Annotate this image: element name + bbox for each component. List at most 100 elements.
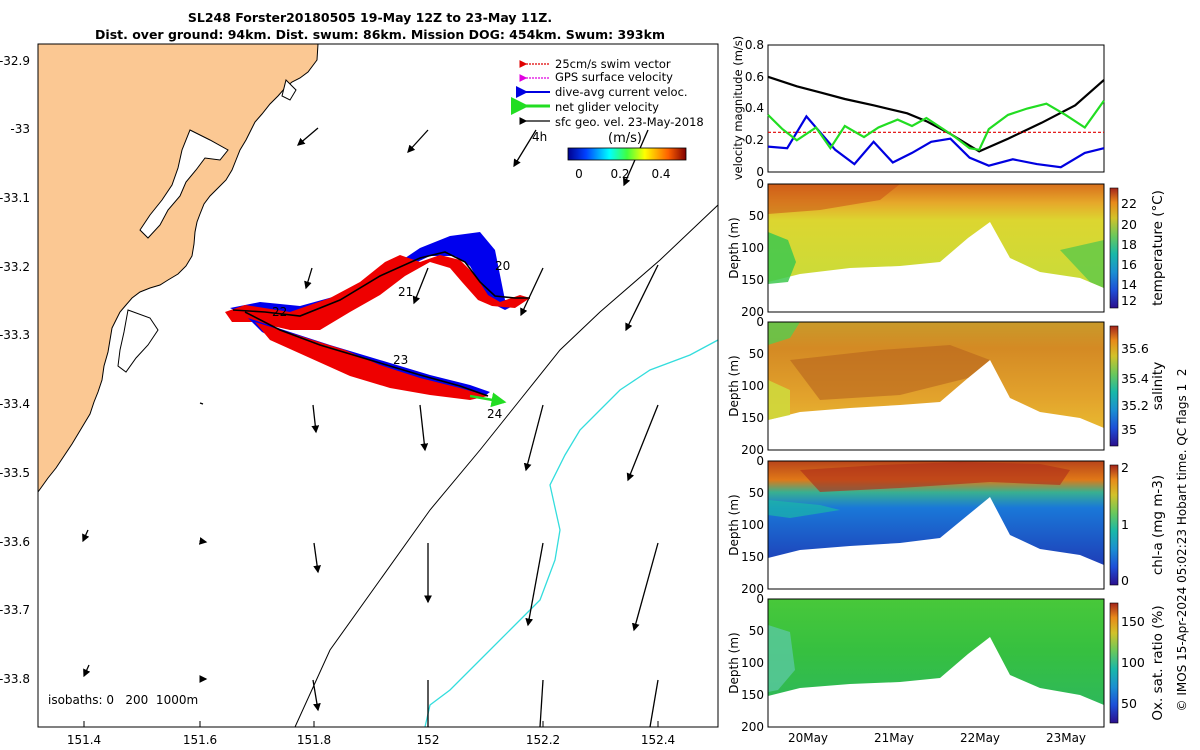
swim-vector-band-south xyxy=(255,322,488,400)
temp-cb-tick: 18 xyxy=(1121,237,1137,252)
time-tick: 20May xyxy=(788,731,828,745)
net-velocity-arrow xyxy=(469,392,507,408)
sal-cb-tick: 35.6 xyxy=(1121,341,1149,356)
chla-colorbar xyxy=(1109,464,1119,586)
chla-cb-title: chl-a (mg m-3) xyxy=(1150,475,1166,575)
velocity-series-line xyxy=(767,114,1105,169)
chla-section xyxy=(768,461,1104,565)
lat-tick-label: -33.6 xyxy=(0,535,30,549)
scale-label-4h: 4h xyxy=(532,130,547,144)
ox-cb-tick: 150 xyxy=(1121,614,1145,629)
lake-2 xyxy=(117,309,159,373)
temp-cb-tick: 20 xyxy=(1121,217,1137,232)
temperature-colorbar xyxy=(1109,187,1119,309)
imos-credit-note: © IMOS 15-Apr-2024 05:02:23 Hobart time.… xyxy=(1175,369,1189,712)
map-legend: 25cm/s swim vector GPS surface velocity … xyxy=(511,57,704,129)
speed-colorbar xyxy=(567,147,687,161)
ox-cb-tick: 50 xyxy=(1121,696,1137,711)
lon-tick-label: 152.4 xyxy=(641,733,675,747)
time-tick: 23May xyxy=(1046,731,1086,745)
oxygen-colorbar xyxy=(1109,602,1119,724)
depth-tick: 200 xyxy=(741,305,764,319)
colorbar-unit: (m/s) xyxy=(608,131,642,146)
lat-tick-label: -33.8 xyxy=(0,672,30,686)
chla-axes-frame xyxy=(767,460,1105,590)
sal-cb-tick: 35.2 xyxy=(1121,398,1149,413)
vel-y-tick: 0.8 xyxy=(745,38,764,52)
sal-cb-tick: 35.4 xyxy=(1121,371,1149,386)
temperature-axes-frame xyxy=(767,183,1105,313)
lat-tick-label: -33.5 xyxy=(0,466,30,480)
isobath-1000m xyxy=(424,339,719,728)
lat-ticks: -32.9 -33 -33.1 -33.2 -33.3 -33.4 -33.5 … xyxy=(0,54,30,686)
chart-title-line2: Dist. over ground: 94km. Dist. swum: 86k… xyxy=(95,27,665,42)
ox-cb-tick: 100 xyxy=(1121,655,1145,670)
depth-tick: 0 xyxy=(756,315,764,329)
depth-tick: 50 xyxy=(749,624,764,638)
lon-ticks: 151.4 151.6 151.8 152 152.2 152.4 xyxy=(67,721,675,747)
depth-tick: 100 xyxy=(741,379,764,393)
day-label-20: 20 xyxy=(495,259,510,273)
temp-cb-tick: 16 xyxy=(1121,257,1137,272)
ox-cb-title: Ox. sat. ratio (%) xyxy=(1150,605,1166,720)
lon-tick-label: 151.6 xyxy=(183,733,217,747)
lon-tick-label: 151.8 xyxy=(297,733,331,747)
depth-tick: 0 xyxy=(756,454,764,468)
time-tick: 21May xyxy=(874,731,914,745)
depth-tick: 0 xyxy=(756,177,764,191)
profile-panels: 0 0.2 0.4 0.6 0.8 velocity magnitude (m/… xyxy=(727,36,1189,745)
velocity-y-ticks: 0 0.2 0.4 0.6 0.8 xyxy=(745,38,764,179)
lat-tick-label: -33 xyxy=(10,122,30,136)
depth-tick: 0 xyxy=(756,592,764,606)
legend-label-geo: sfc geo. vel. 23-May-2018 xyxy=(555,115,704,129)
sal-depth-label: Depth (m) xyxy=(727,355,741,416)
depth-tick: 150 xyxy=(741,411,764,425)
legend-label-gps: GPS surface velocity xyxy=(555,70,673,84)
depth-tick: 50 xyxy=(749,486,764,500)
chla-cb-tick: 0 xyxy=(1121,573,1129,588)
velocity-axes-frame xyxy=(767,44,1105,173)
lat-tick-label: -33.2 xyxy=(0,260,30,274)
temp-cb-title: temperature (°C) xyxy=(1150,190,1166,306)
velocity-y-label: velocity magnitude (m/s) xyxy=(731,36,745,181)
swim-vector-band-north xyxy=(225,255,530,330)
glider-track-south xyxy=(244,311,489,397)
lake-1 xyxy=(139,129,229,239)
vel-y-tick: 0.6 xyxy=(745,70,764,84)
sal-cb-title: salinity xyxy=(1150,362,1166,410)
isobaths-label: isobaths: 0 200 1000m xyxy=(48,693,198,707)
depth-tick: 200 xyxy=(741,720,764,734)
depth-tick: 150 xyxy=(741,550,764,564)
chart-title-line1: SL248 Forster20180505 19-May 12Z to 23-M… xyxy=(187,10,553,25)
salinity-section xyxy=(768,322,1104,428)
colorbar-tick-labels: 22 20 18 16 14 12 35.6 35.4 35.2 35 2 1 … xyxy=(1121,196,1149,711)
depth-y-ticks: 0 50 100 150 200 0 50 100 150 200 0 50 1… xyxy=(741,177,764,734)
temp-depth-label: Depth (m) xyxy=(727,217,741,278)
lake-3 xyxy=(281,79,297,101)
temp-cb-tick: 12 xyxy=(1121,293,1137,308)
map-panel: 20 21 22 23 24 151.4 151.6 151.8 152 152… xyxy=(0,43,719,747)
temperature-section xyxy=(768,184,1104,288)
legend-label-swim: 25cm/s swim vector xyxy=(555,57,671,71)
day-label-22: 22 xyxy=(272,305,287,319)
sal-cb-tick: 35 xyxy=(1121,422,1137,437)
salinity-axes-frame xyxy=(767,321,1105,451)
vel-y-tick: 0 xyxy=(756,165,764,179)
salinity-colorbar xyxy=(1109,325,1119,447)
lat-tick-label: -33.1 xyxy=(0,191,30,205)
depth-tick: 100 xyxy=(741,656,764,670)
depth-tick: 50 xyxy=(749,347,764,361)
depth-tick: 200 xyxy=(741,582,764,596)
land-coastline xyxy=(37,43,319,494)
vel-y-tick: 0.4 xyxy=(745,101,764,115)
map-axes-frame xyxy=(37,43,719,728)
colorbar-tick-label: 0.2 xyxy=(610,167,629,181)
velocity-series-group xyxy=(767,75,1105,169)
chla-cb-tick: 2 xyxy=(1121,460,1129,475)
day-label-24: 24 xyxy=(487,407,502,421)
oxygen-section xyxy=(768,599,1104,705)
colorbar-tick-label: 0 xyxy=(575,167,583,181)
ox-depth-label: Depth (m) xyxy=(727,632,741,693)
depth-tick: 100 xyxy=(741,241,764,255)
depth-tick: 200 xyxy=(741,443,764,457)
